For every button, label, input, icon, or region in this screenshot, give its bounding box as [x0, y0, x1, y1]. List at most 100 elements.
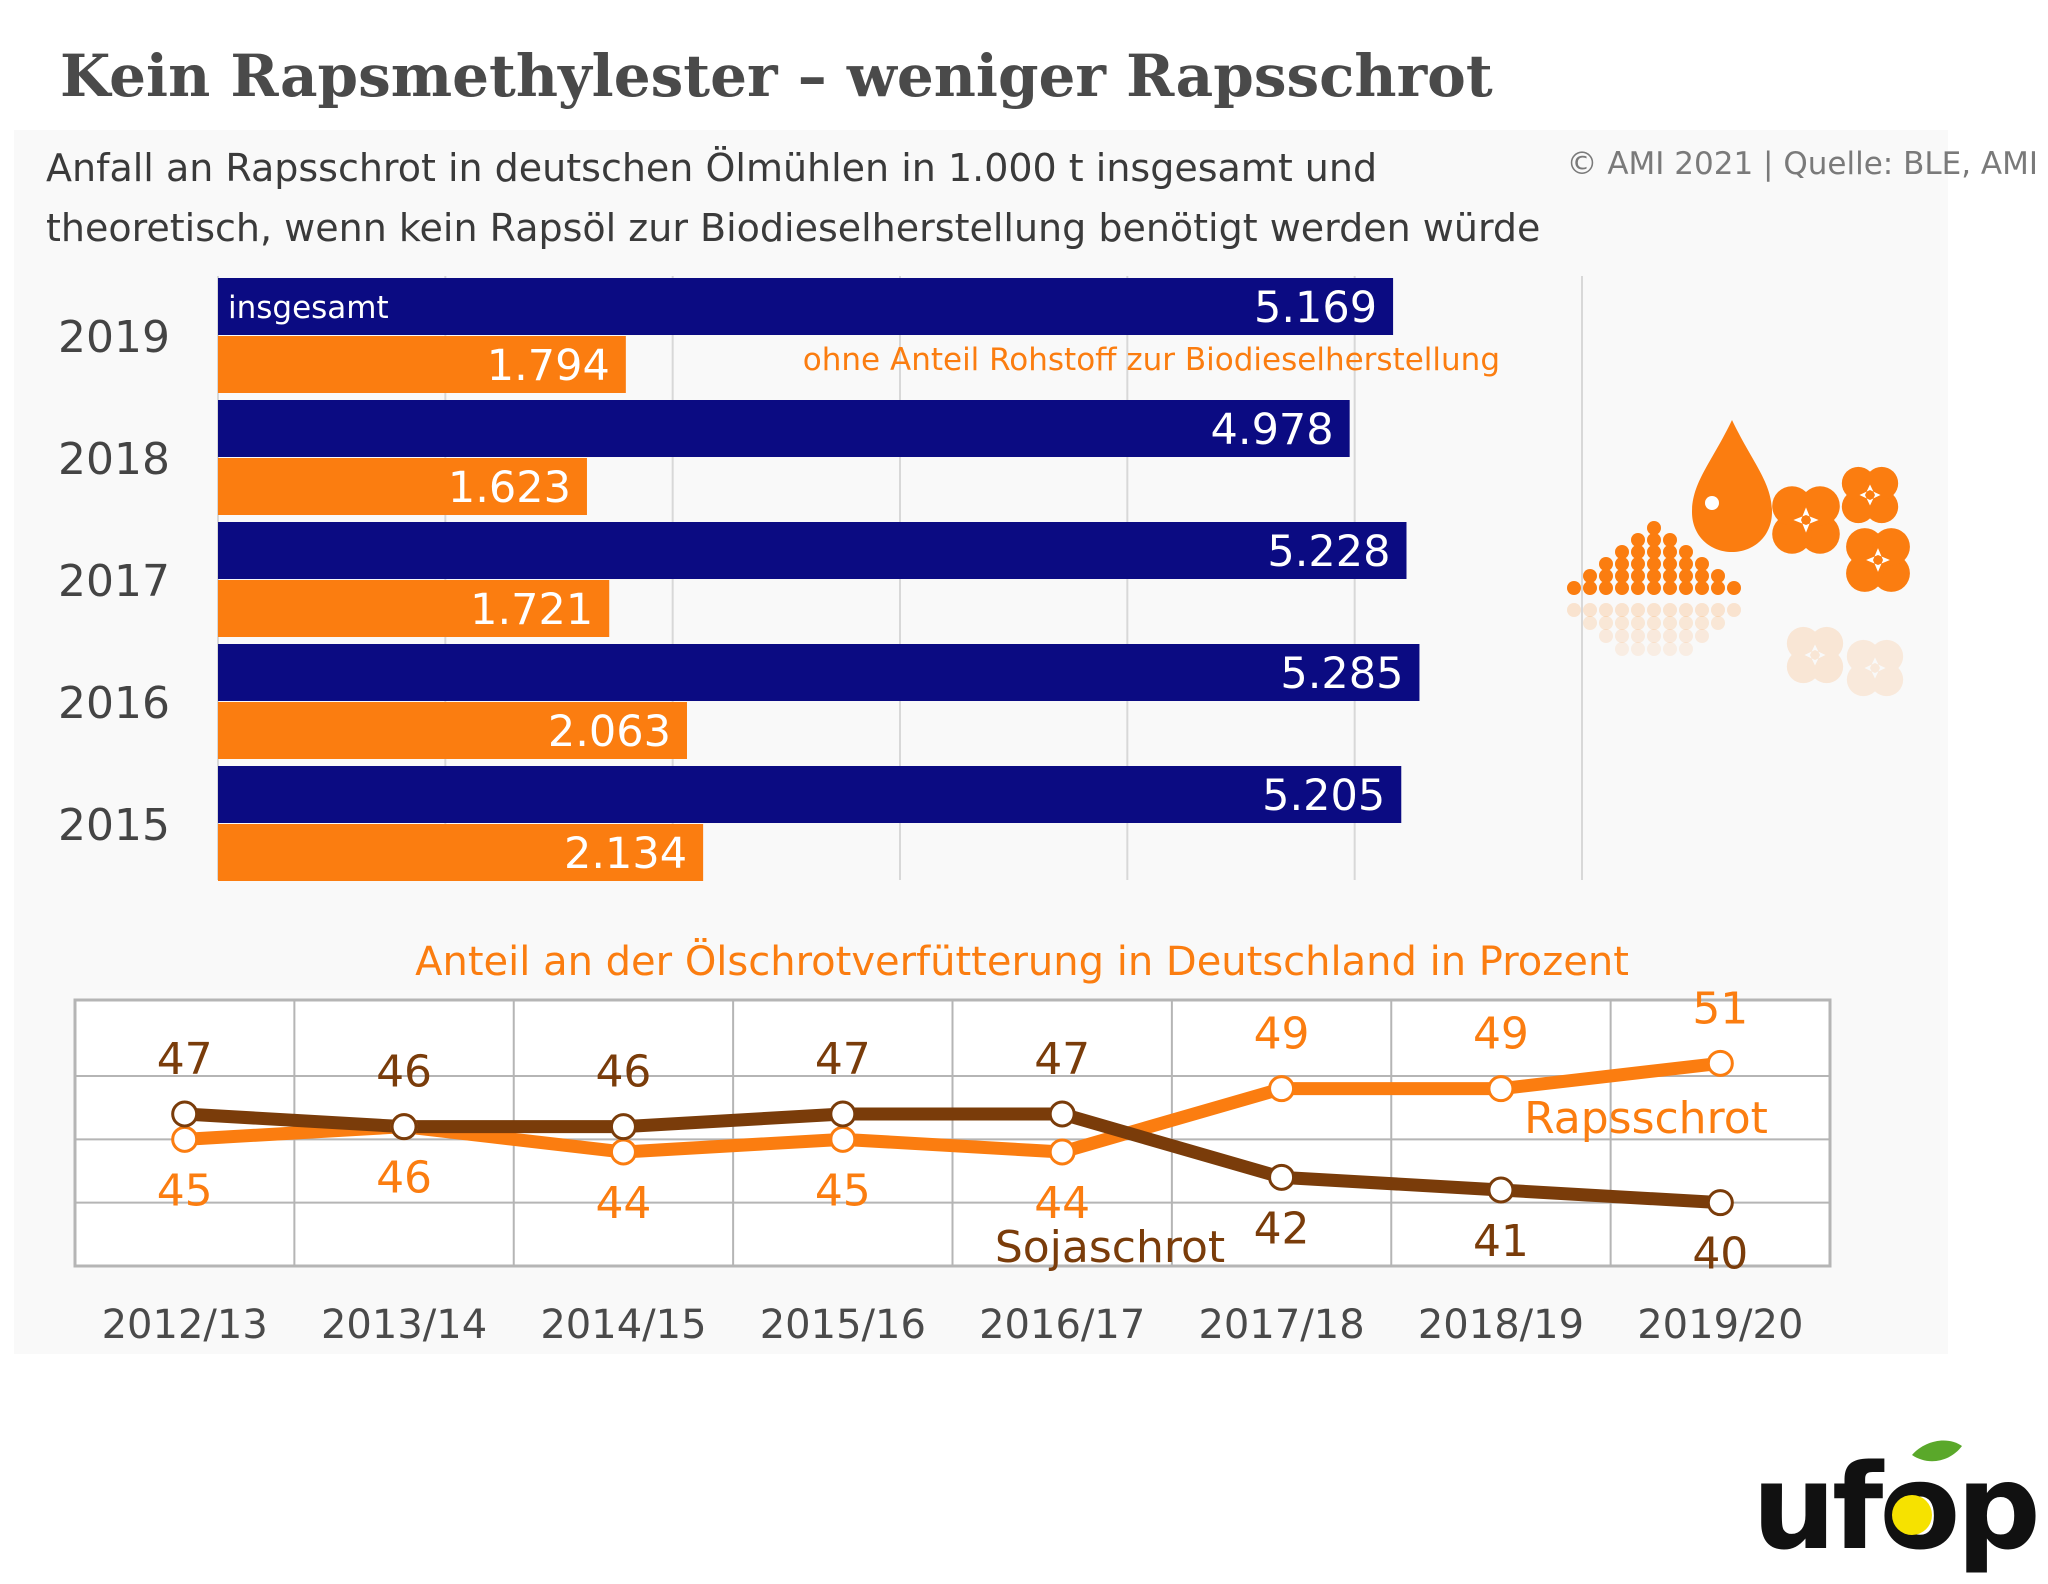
flower-star [1804, 644, 1826, 666]
bar-biodiesel-free-value-label: 1.794 [487, 341, 610, 391]
flower-star [1866, 548, 1890, 572]
rapeseed-reflection [1583, 616, 1597, 630]
source-note: © AMI 2021 | Quelle: BLE, AMI [1566, 146, 2039, 182]
line-chart-title: Anteil an der Ölschrotverfütterung in De… [415, 937, 1629, 985]
rapeseed-grain [1615, 545, 1629, 559]
rapeseed-grain [1647, 533, 1661, 547]
flower-petal [1870, 639, 1904, 673]
rapsschrot-point [1268, 1075, 1296, 1103]
flower-petal [1846, 663, 1880, 697]
rapeseed-reflection [1599, 629, 1613, 643]
legend-insgesamt: insgesamt [228, 290, 389, 326]
rapsschrot-value-label: 51 [1692, 983, 1748, 1034]
rapsschrot-value-label: 45 [815, 1165, 871, 1216]
rapsschrot-point [1706, 1049, 1734, 1077]
rapeseed-reflection [1727, 603, 1741, 617]
rapeseed-grain [1647, 557, 1661, 571]
rapeseed-reflection [1695, 616, 1709, 630]
rapeseed-reflection [1599, 603, 1613, 617]
rapsschrot-point [171, 1125, 199, 1153]
rapeseed-reflection [1663, 616, 1677, 630]
line-x-tick-label: 2017/18 [1198, 1302, 1364, 1348]
rapsschrot-series-label: Rapsschrot [1524, 1093, 1768, 1144]
rapeseed-grain [1695, 569, 1709, 583]
rapeseed-grain [1583, 581, 1597, 595]
rapeseed-flower-icon [1841, 466, 1899, 524]
rapsschrot-value-label: 49 [1254, 1009, 1310, 1060]
rapeseed-grain [1631, 545, 1645, 559]
drop-highlight [1705, 496, 1719, 510]
rapeseed-reflection [1647, 616, 1661, 630]
bar-biodiesel-free-value-label: 1.721 [470, 585, 593, 635]
flower-petal [1872, 554, 1910, 592]
sojaschrot-point [1268, 1163, 1296, 1191]
rapeseed-grain [1599, 581, 1613, 595]
sojaschrot-point [1487, 1176, 1515, 1204]
sojaschrot-value-label: 47 [157, 1034, 213, 1085]
flower-petal [1800, 486, 1840, 526]
rapsschrot-value-label: 45 [157, 1165, 213, 1216]
rapeseed-reflection [1663, 642, 1677, 656]
rapeseed-flower-icon [1846, 528, 1910, 592]
flower-petal [1872, 528, 1910, 566]
line-x-tick-label: 2014/15 [540, 1302, 706, 1348]
rapeseed-reflection [1583, 603, 1597, 617]
rapeseed-flower-icon [1772, 486, 1840, 554]
flower-petal [1772, 514, 1812, 554]
rapeseed-reflection [1631, 629, 1645, 643]
rapeseed-grain [1663, 545, 1677, 559]
flower-petal [1846, 639, 1880, 673]
rapeseed-reflection [1695, 603, 1709, 617]
rapeseed-flower-icon [1786, 626, 1844, 684]
rapsschrot-point [1487, 1075, 1515, 1103]
rapeseed-reflection [1663, 603, 1677, 617]
flower-petal [1786, 650, 1820, 684]
bar-biodiesel-free-value-label: 2.134 [564, 829, 687, 879]
rapeseed-grain [1599, 557, 1613, 571]
sojaschrot-point [829, 1100, 857, 1128]
bar-year-label: 2016 [58, 678, 170, 729]
rapeseed-grain [1663, 533, 1677, 547]
rapeseed-grain [1695, 581, 1709, 595]
line-x-tick-label: 2012/13 [102, 1302, 268, 1348]
rapsschrot-value-label: 44 [595, 1178, 651, 1229]
flower-star [1793, 507, 1819, 533]
sojaschrot-value-label: 47 [1034, 1034, 1090, 1085]
rapsschrot-value-label: 49 [1473, 1009, 1529, 1060]
flower-petal [1846, 554, 1884, 592]
bar-biodiesel-free [218, 336, 626, 393]
bar-year-label: 2018 [58, 434, 170, 485]
rapsschrot-point [829, 1125, 857, 1153]
rapeseed-reflection [1599, 616, 1613, 630]
flower-petal [1841, 466, 1875, 500]
bar-year-label: 2017 [58, 556, 170, 607]
sojaschrot-series-label: Sojaschrot [995, 1222, 1225, 1273]
line-x-tick-label: 2016/17 [979, 1302, 1145, 1348]
sojaschrot-value-label: 41 [1473, 1216, 1529, 1267]
rapeseed-grain [1583, 569, 1597, 583]
rapeseed-reflection [1663, 629, 1677, 643]
flower-petal [1772, 486, 1812, 526]
sojaschrot-value-label: 47 [815, 1034, 871, 1085]
rapeseed-grain [1663, 581, 1677, 595]
rapsschrot-value-label: 44 [1034, 1178, 1090, 1229]
flower-petal [1865, 490, 1899, 524]
rapeseed-reflection [1631, 642, 1645, 656]
rapeseed-grain [1695, 557, 1709, 571]
bar-total [218, 522, 1407, 579]
bar-total-value-label: 5.228 [1267, 527, 1390, 577]
oil-drop-icon [1692, 420, 1772, 552]
flower-petal [1841, 490, 1875, 524]
sojaschrot-point [609, 1113, 637, 1141]
bar-year-label: 2019 [58, 312, 170, 363]
rapeseed-grain [1679, 557, 1693, 571]
rapeseed-grain [1599, 569, 1613, 583]
sojaschrot-line [178, 1107, 1727, 1210]
rapeseed-grain [1615, 569, 1629, 583]
rapeseed-grain [1615, 581, 1629, 595]
rapeseed-reflection [1711, 616, 1725, 630]
bar-biodiesel-free [218, 580, 610, 637]
chart-subtitle: Anfall an Rapsschrot in deutschen Ölmühl… [46, 146, 1541, 250]
sojaschrot-point [171, 1100, 199, 1128]
